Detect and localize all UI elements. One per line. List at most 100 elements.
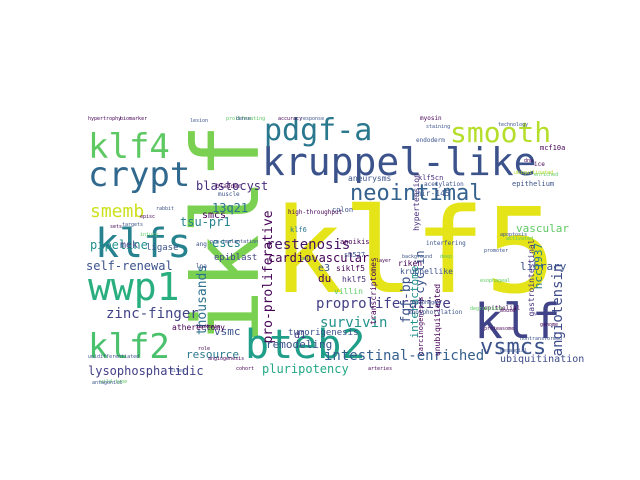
word-cloud-term: iklf [173,123,280,345]
word-cloud-term: esophageal [480,278,510,284]
word-cloud-term: remodeling [266,338,332,351]
word-cloud-term: background [402,254,432,260]
word-cloud-term: siklf5 [336,264,365,273]
word-cloud-term: proliferating [226,116,265,122]
word-cloud-term: mesangial [500,348,527,354]
word-cloud-term: library [520,260,567,273]
word-cloud-term: epithelium [512,180,554,188]
word-cloud-term: cyclin [413,250,427,293]
word-cloud-term: mir-145 [416,189,450,198]
word-cloud-term: kruppel-like [262,140,537,184]
word-cloud-term: injury [140,232,158,238]
word-cloud-term: pre-implantation [210,239,258,245]
word-cloud-term: intestinal-enriched [324,348,484,364]
word-cloud-term: endoderm [416,137,445,144]
word-cloud-term: ubiquitination [500,354,584,365]
word-cloud-term: sm527 [344,251,365,259]
word-cloud-term: accuracy [278,116,302,122]
word-cloud-term: tsu-pr1 [180,215,231,229]
word-cloud-term: rabbit [156,206,174,212]
word-cloud-term: blastocyst [196,179,268,193]
word-cloud-term: mek [120,240,138,251]
word-cloud-term: myosin [420,115,442,122]
word-cloud-term: klf4 [88,127,170,167]
word-cloud-term: bladder [216,183,242,190]
word-cloud-term: pro-proliferative [261,210,276,343]
word-cloud-term: escs [212,236,241,250]
word-cloud-term: apoptosis [500,232,527,238]
word-cloud-term: zinc-finger [106,306,199,322]
word-cloud-term: du [318,272,331,285]
word-cloud-term: proproliferative [316,296,451,312]
word-cloud-term: technology [498,122,528,128]
word-cloud-term: klf5cn [418,174,443,182]
word-cloud-term: thousands [195,265,210,335]
word-cloud-term: antagonist [92,380,122,386]
word-cloud-term: klf [474,294,561,350]
word-cloud-term: enriched [534,172,558,178]
word-cloud-term: hcc1937 [532,243,545,289]
word-cloud-term: muscle [218,191,240,198]
word-cloud-term: gastrointestinal [527,239,536,316]
word-cloud-term: role [198,346,210,352]
word-cloud-term: pluripotency [262,362,349,376]
word-cloud-term: pdgf-a [264,113,372,148]
word-cloud-term: smcs [202,210,226,221]
word-cloud-term: mcf10a [540,144,565,152]
word-cloud-term: klf2 [88,327,170,367]
word-cloud-term: tumorigenesis [288,328,358,338]
word-cloud-term: lesion [190,118,208,124]
word-cloud-term: vsmcs [480,335,546,360]
word-cloud-term: epiblast [214,253,257,263]
word-cloud-term: angiotensin [550,264,566,357]
word-cloud-term: degradation [470,306,503,312]
word-cloud-term: phosphogen [410,300,440,306]
word-cloud-term: sites [170,368,185,374]
word-cloud-term: layer [376,258,391,264]
word-cloud-term: carcinogenesis [417,296,425,355]
word-cloud-term: aneurysms [348,174,392,183]
word-cloud-term: hypertension [412,173,421,231]
word-cloud-term: ang [196,241,207,248]
word-cloud-term: d1 [294,330,306,341]
word-cloud-term: sets [110,224,122,230]
word-cloud-term: smooth [450,116,551,149]
word-cloud-term: phosphorylation [408,309,463,316]
word-cloud-term: cells [300,256,315,262]
word-cloud-term: klfs [95,221,191,267]
word-cloud-term: vsmc [214,325,241,338]
word-cloud-term: wild-type [100,379,127,385]
word-cloud-term: e3 [318,263,330,274]
word-cloud-term: mouse [500,308,515,314]
word-cloud-term: villin [334,287,363,296]
word-cloud-term: ligase [146,243,179,253]
word-cloud-term: crypt [88,155,190,195]
word-cloud-term: 13q21 [212,201,248,215]
word-cloud-term: klf5 [272,182,556,320]
word-cloud-term: hklf5 [342,275,366,284]
word-cloud-term: deep [440,254,452,260]
word-cloud-term: leukemia [196,324,220,330]
word-cloud-term: atherectomy [172,323,225,332]
word-cloud-term: resource [186,348,239,361]
word-cloud-term: wwp1 [88,265,180,309]
word-cloud-term: self-renewal [86,259,173,273]
word-cloud-term: riken [398,259,422,268]
word-cloud-term: interfering [426,240,466,247]
word-cloud-term: vascular [516,222,569,235]
word-cloud-term: nontransformed [520,336,562,342]
word-cloud-term: high-throughput [288,209,343,216]
word-cloud-term: dense [236,116,251,122]
word-cloud-term: hypertrophy [88,116,121,122]
word-cloud-term: bteb2 [245,322,365,368]
word-cloud-term: biomarker [120,116,147,122]
word-cloud-term: targets [122,222,143,228]
word-cloud-term: angiogenesis [208,356,244,362]
word-cloud-term: unubiquitinated [433,284,442,356]
word-cloud-term: neointimal [350,181,482,206]
word-cloud-term: klf6 [290,226,307,234]
word-cloud-term: smemb [90,201,144,222]
word-cloud-term: anoikis [340,238,370,246]
word-cloud-term: kruppellike [400,267,453,276]
word-cloud-term: acetylation [424,181,464,188]
